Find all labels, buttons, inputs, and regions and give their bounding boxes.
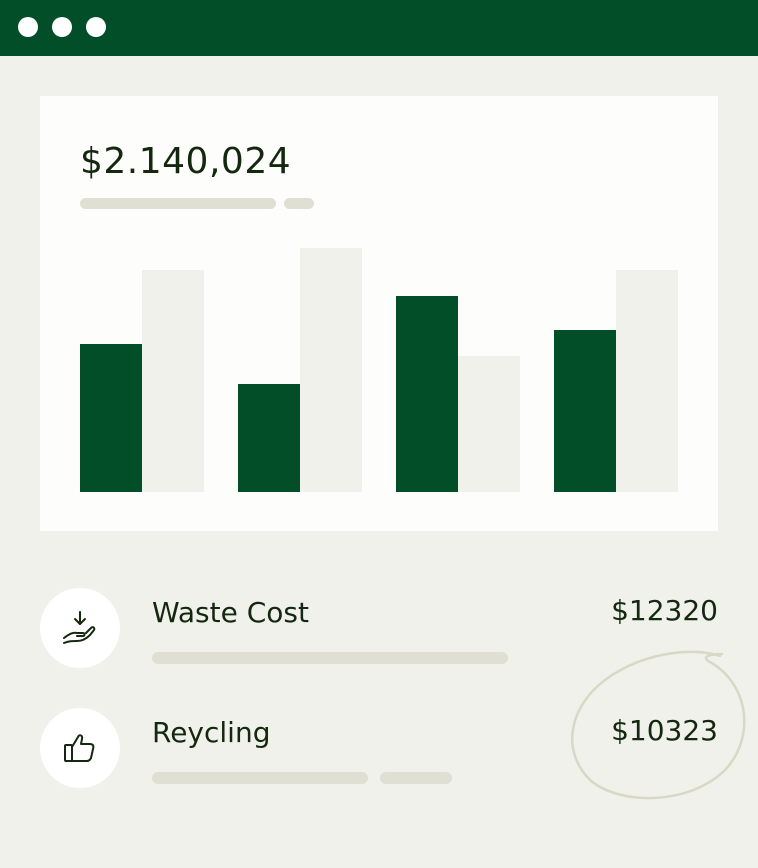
bar-series1-group2 — [238, 384, 300, 492]
placeholder-line — [152, 772, 368, 784]
window-titlebar — [0, 0, 758, 56]
window-control-dot[interactable] — [86, 17, 106, 37]
recycling-icon-circle — [40, 708, 120, 788]
bar-series2-group4 — [616, 270, 678, 492]
bar-series1-group1 — [80, 344, 142, 492]
row-label-reycling: Reycling — [152, 716, 271, 749]
bar-series2-group2 — [300, 248, 362, 492]
thumbs-up-icon — [64, 734, 95, 762]
chart-card: $2.140,024 — [40, 96, 718, 531]
hand-download-icon — [63, 611, 96, 644]
window-control-dot[interactable] — [18, 17, 38, 37]
bar-series2-group1 — [142, 270, 204, 492]
row-amount-waste-cost: $12320 — [611, 594, 718, 627]
row-label-waste-cost: Waste Cost — [152, 596, 309, 629]
highlight-circle — [571, 650, 746, 800]
placeholder-line — [380, 772, 452, 784]
total-amount: $2.140,024 — [80, 141, 292, 182]
waste-cost-icon-circle — [40, 588, 120, 668]
row-amount-reycling: $10323 — [611, 714, 718, 747]
bar-chart — [80, 248, 678, 492]
bar-series1-group4 — [554, 330, 616, 492]
placeholder-line — [152, 652, 508, 664]
placeholder-line — [80, 198, 276, 209]
bar-series2-group3 — [458, 356, 520, 492]
placeholder-line — [284, 198, 314, 209]
bar-series1-group3 — [396, 296, 458, 492]
window-control-dot[interactable] — [52, 17, 72, 37]
